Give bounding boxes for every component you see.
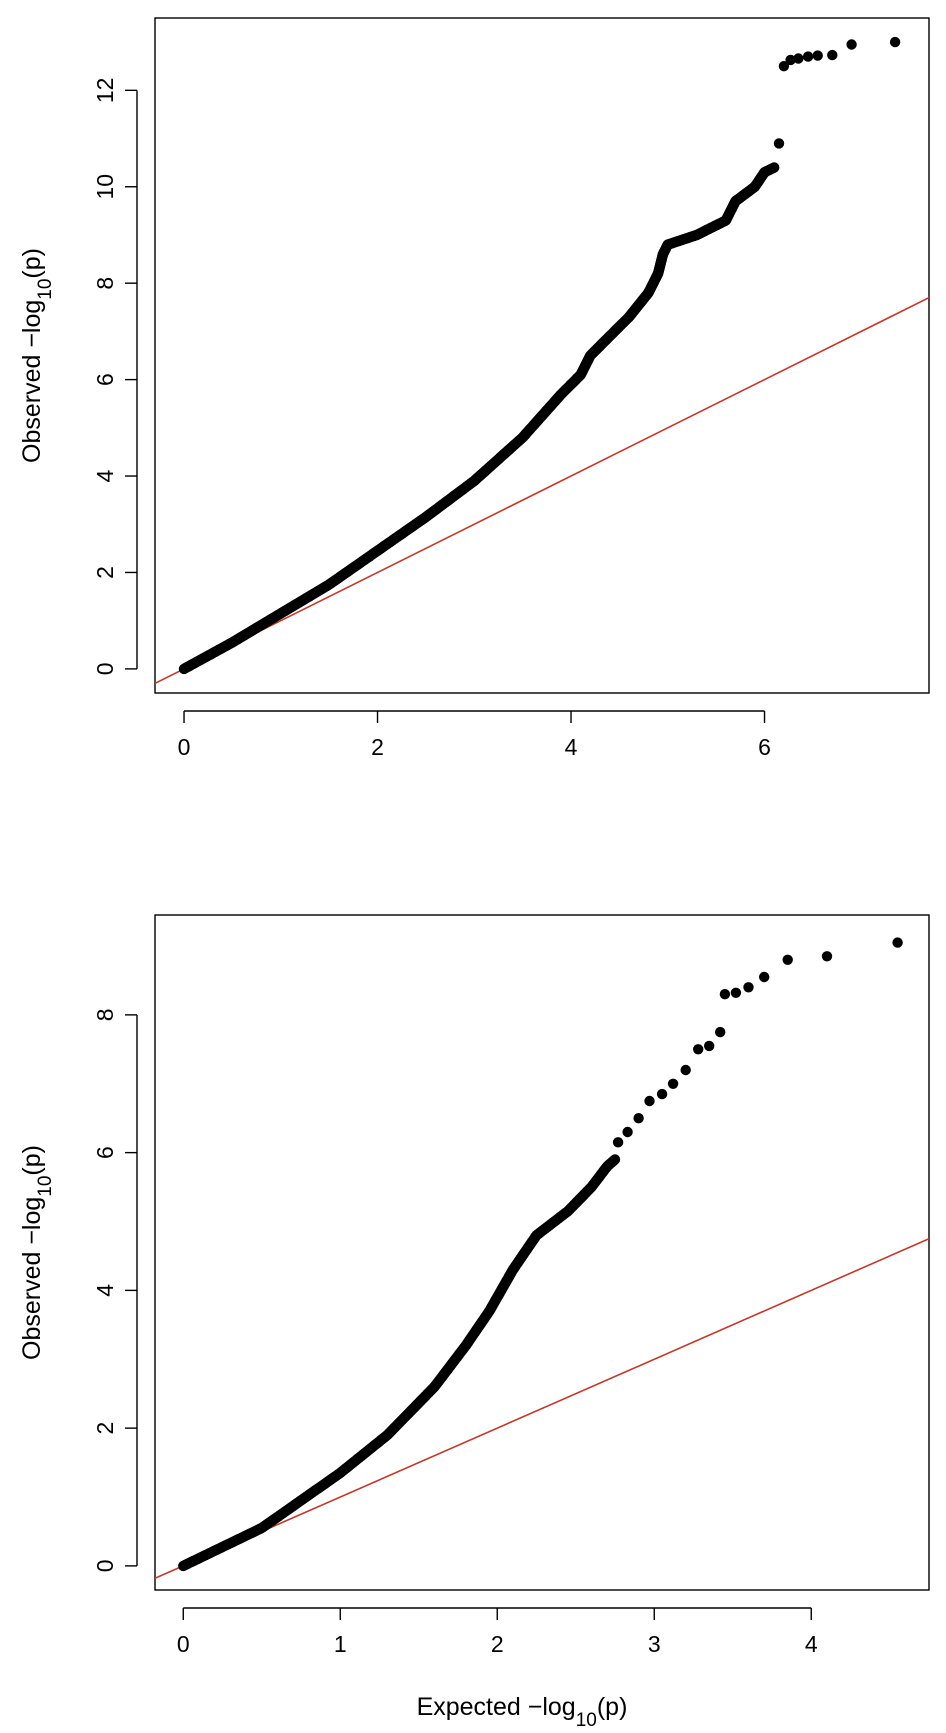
data-point (612, 1137, 624, 1148)
data-point (693, 1044, 704, 1055)
y-tick-label: 8 (92, 1008, 118, 1021)
data-point (622, 1126, 633, 1138)
x-tick-label: 6 (758, 734, 771, 760)
data-point (715, 1026, 726, 1038)
x-tick-label: 0 (177, 1631, 190, 1657)
reference-line (155, 1237, 929, 1580)
data-point (821, 951, 833, 962)
data-point (644, 1095, 655, 1107)
data-point (633, 1113, 644, 1124)
x-tick-label: 1 (334, 1631, 347, 1657)
y-tick-label: 6 (92, 1146, 118, 1159)
data-point (793, 53, 804, 64)
x-axis-title-subscript: 10 (576, 1710, 597, 1731)
data-point (827, 49, 838, 61)
x-axis-title: Expected −log10(p) (417, 1693, 628, 1731)
y-axis-title-subscript: 10 (35, 279, 56, 300)
x-tick-label: 0 (178, 734, 191, 760)
data-point (892, 937, 903, 948)
data-point (704, 1040, 715, 1052)
x-tick-label: 4 (565, 734, 578, 760)
x-tick-label: 3 (648, 1631, 661, 1657)
data-point-band (178, 1154, 621, 1572)
data-point (773, 138, 785, 149)
data-point (812, 50, 823, 61)
y-axis-title-suffix: (p) (18, 248, 46, 279)
data-point (730, 987, 742, 998)
data-point (759, 971, 770, 983)
x-tick-label: 4 (805, 1631, 818, 1657)
data-point (680, 1064, 691, 1076)
y-tick-label: 8 (92, 277, 118, 290)
y-tick-label: 6 (92, 373, 118, 386)
data-point (778, 60, 790, 72)
y-tick-label: 0 (92, 1559, 118, 1572)
y-tick-label: 0 (92, 662, 118, 675)
y-tick-label: 2 (92, 1422, 118, 1435)
data-point (609, 1154, 621, 1165)
y-axis-title: Observed −log10(p) (18, 248, 56, 463)
data-point (782, 954, 793, 965)
y-tick-label: 4 (92, 469, 118, 482)
data-point (802, 51, 814, 62)
y-tick-label: 12 (92, 78, 118, 104)
y-axis-title-prefix: Observed −log (18, 1197, 46, 1360)
plot-frame (154, 914, 930, 1591)
y-axis-title: Observed −log10(p) (18, 1145, 56, 1360)
x-axis-title-suffix: (p) (597, 1693, 628, 1721)
y-axis-title-subscript: 10 (35, 1176, 56, 1197)
data-point-band (178, 162, 780, 675)
data-point (743, 982, 754, 993)
x-tick-label: 2 (371, 734, 384, 760)
x-tick-label: 2 (491, 1631, 504, 1657)
x-axis-title-prefix: Expected −log (417, 1693, 576, 1721)
y-axis-title-prefix: Observed −log (18, 300, 46, 463)
data-point (769, 162, 780, 173)
data-point (667, 1078, 679, 1090)
y-tick-label: 4 (92, 1284, 118, 1297)
y-tick-label: 10 (92, 174, 118, 200)
data-point (785, 54, 796, 66)
data-point (889, 36, 901, 48)
data-point (656, 1088, 668, 1100)
plot-frame (154, 17, 930, 694)
y-tick-label: 2 (92, 566, 118, 579)
data-point (719, 989, 731, 1000)
y-axis-title-suffix: (p) (18, 1145, 46, 1176)
data-point (846, 39, 857, 50)
